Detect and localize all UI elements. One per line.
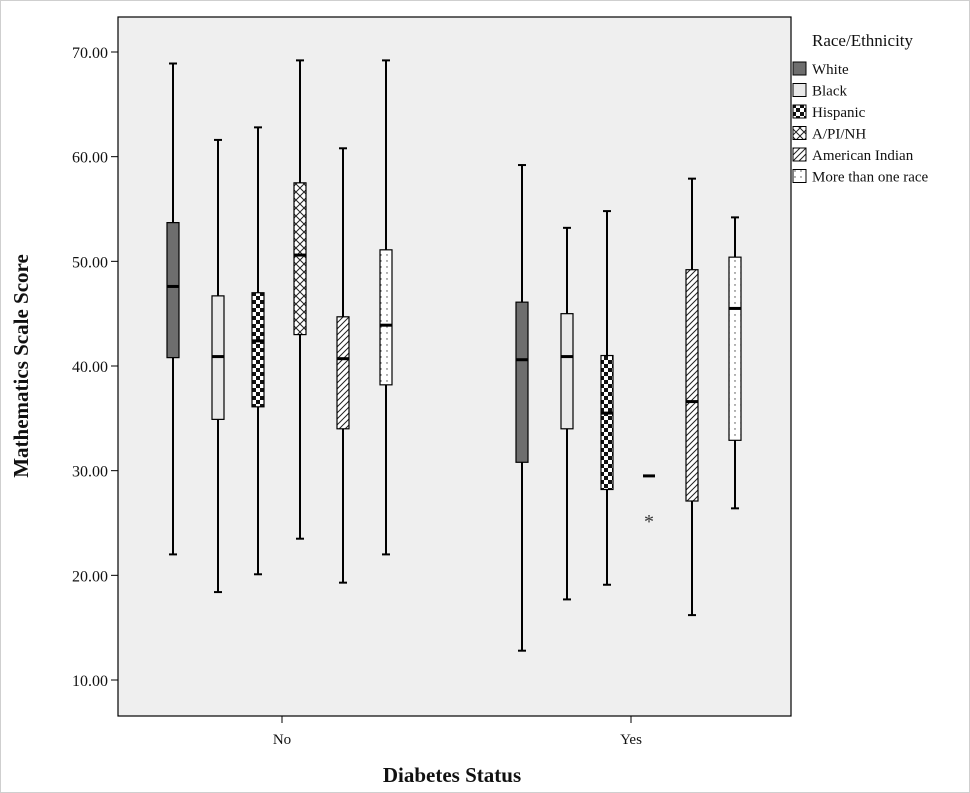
box-a-pi-nh-yes: * [643, 474, 655, 533]
legend-item: More than one race [792, 169, 929, 186]
iqr-box [600, 354, 614, 491]
iqr-box [728, 256, 742, 441]
iqr-box [293, 182, 307, 336]
x-axis-label: Diabetes Status [383, 763, 521, 787]
legend-label: White [812, 62, 849, 78]
box-black-yes [560, 226, 574, 601]
iqr-box [166, 222, 180, 359]
x-tick-label: Yes [620, 732, 642, 748]
x-axis: No Yes [273, 716, 642, 748]
legend-label: Black [812, 84, 847, 100]
outlier-marker: * [644, 511, 654, 533]
y-tick-label: 50.00 [72, 254, 108, 271]
legend-swatch [792, 126, 807, 140]
iqr-box [336, 316, 350, 430]
legend-swatch [792, 104, 807, 119]
legend-item: White [792, 61, 849, 78]
legend-title: Race/Ethnicity [812, 31, 914, 50]
box-more-than-one-race-yes [728, 216, 742, 510]
y-tick-label: 10.00 [72, 673, 108, 690]
iqr-box [685, 269, 699, 502]
x-tick-label: No [273, 732, 291, 748]
boxes: * [166, 59, 742, 652]
box-white-no [166, 62, 180, 556]
box-hispanic-no [251, 126, 265, 576]
y-tick-label: 40.00 [72, 359, 108, 376]
plot-area [117, 16, 792, 717]
box-american-indian-yes [685, 177, 699, 617]
iqr-box [251, 292, 265, 408]
y-tick-label: 70.00 [72, 45, 108, 62]
legend-label: A/PI/NH [812, 127, 866, 143]
y-tick-label: 20.00 [72, 568, 108, 585]
box-white-yes [515, 164, 529, 652]
legend-label: American Indian [812, 148, 914, 164]
iqr-box [379, 249, 393, 386]
box-a-pi-nh-no [293, 59, 307, 540]
box-more-than-one-race-no [379, 59, 393, 556]
box-black-no [211, 138, 225, 594]
legend-item: Hispanic [792, 104, 866, 121]
legend-swatch [792, 147, 807, 162]
y-tick-label: 60.00 [72, 150, 108, 167]
y-tick-label: 30.00 [72, 464, 108, 481]
legend-item: A/PI/NH [792, 126, 866, 143]
legend-swatch [792, 61, 807, 76]
box-american-indian-no [336, 147, 350, 584]
legend-label: Hispanic [812, 105, 866, 121]
legend-swatch [792, 83, 807, 97]
iqr-box [560, 313, 574, 430]
legend-label: More than one race [812, 170, 929, 186]
y-axis: 10.00 20.00 30.00 40.00 50.00 60.00 70.00 [72, 45, 118, 690]
legend-item: American Indian [792, 147, 914, 164]
iqr-box [515, 301, 529, 463]
box-hispanic-yes [600, 210, 614, 586]
legend: White Black Hispanic A/PI/NH American Indian… [792, 61, 929, 186]
y-axis-label: Mathematics Scale Score [9, 254, 33, 478]
legend-swatch [792, 169, 807, 183]
legend-item: Black [792, 83, 847, 100]
